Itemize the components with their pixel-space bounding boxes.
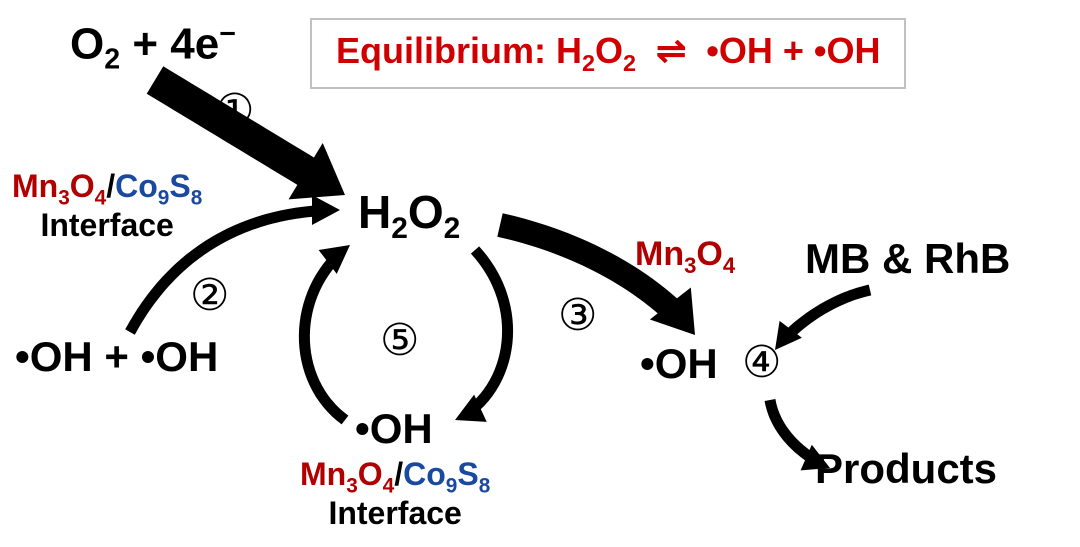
step-1-icon: ① xyxy=(215,85,254,136)
arrow-a5b xyxy=(304,258,345,420)
arrow-a5a xyxy=(472,250,508,410)
equilibrium-box: Equilibrium: H2O2 ⇌ •OH + •OH xyxy=(310,18,906,89)
node-oh-bottom: •OH xyxy=(355,405,433,453)
arrowhead-a5b xyxy=(319,245,350,274)
arrowhead-a5a xyxy=(455,395,487,422)
node-interface-1: Mn3O4/Co9S8 Interface xyxy=(12,170,202,243)
node-products: Products xyxy=(815,445,997,493)
interface-label-1: Interface xyxy=(40,207,173,243)
node-oh-oh-left: •OH + •OH xyxy=(15,333,218,381)
interface-label-2: Interface xyxy=(328,495,461,531)
step-4-icon: ④ xyxy=(742,337,781,388)
node-mn3o4-label: Mn3O4 xyxy=(635,235,735,279)
step-5-icon: ⑤ xyxy=(380,315,419,366)
equilibrium-text: Equilibrium: H2O2 ⇌ •OH + •OH xyxy=(336,30,880,71)
arrow-a4b xyxy=(770,400,814,460)
arrowhead-a3 xyxy=(650,287,695,335)
node-o2-4e: O2 + 4e− xyxy=(70,18,236,76)
arrowhead-a1 xyxy=(289,143,345,199)
step-3-icon: ③ xyxy=(558,290,597,341)
step-2-icon: ② xyxy=(190,270,229,321)
arrowhead-a2 xyxy=(312,195,340,225)
arrow-a4a xyxy=(787,290,870,336)
node-oh-right: •OH xyxy=(640,340,718,388)
node-interface-2: Mn3O4/Co9S8 Interface xyxy=(300,458,490,531)
node-h2o2: H2O2 xyxy=(358,185,460,246)
node-mb-rhb: MB & RhB xyxy=(805,235,1010,283)
